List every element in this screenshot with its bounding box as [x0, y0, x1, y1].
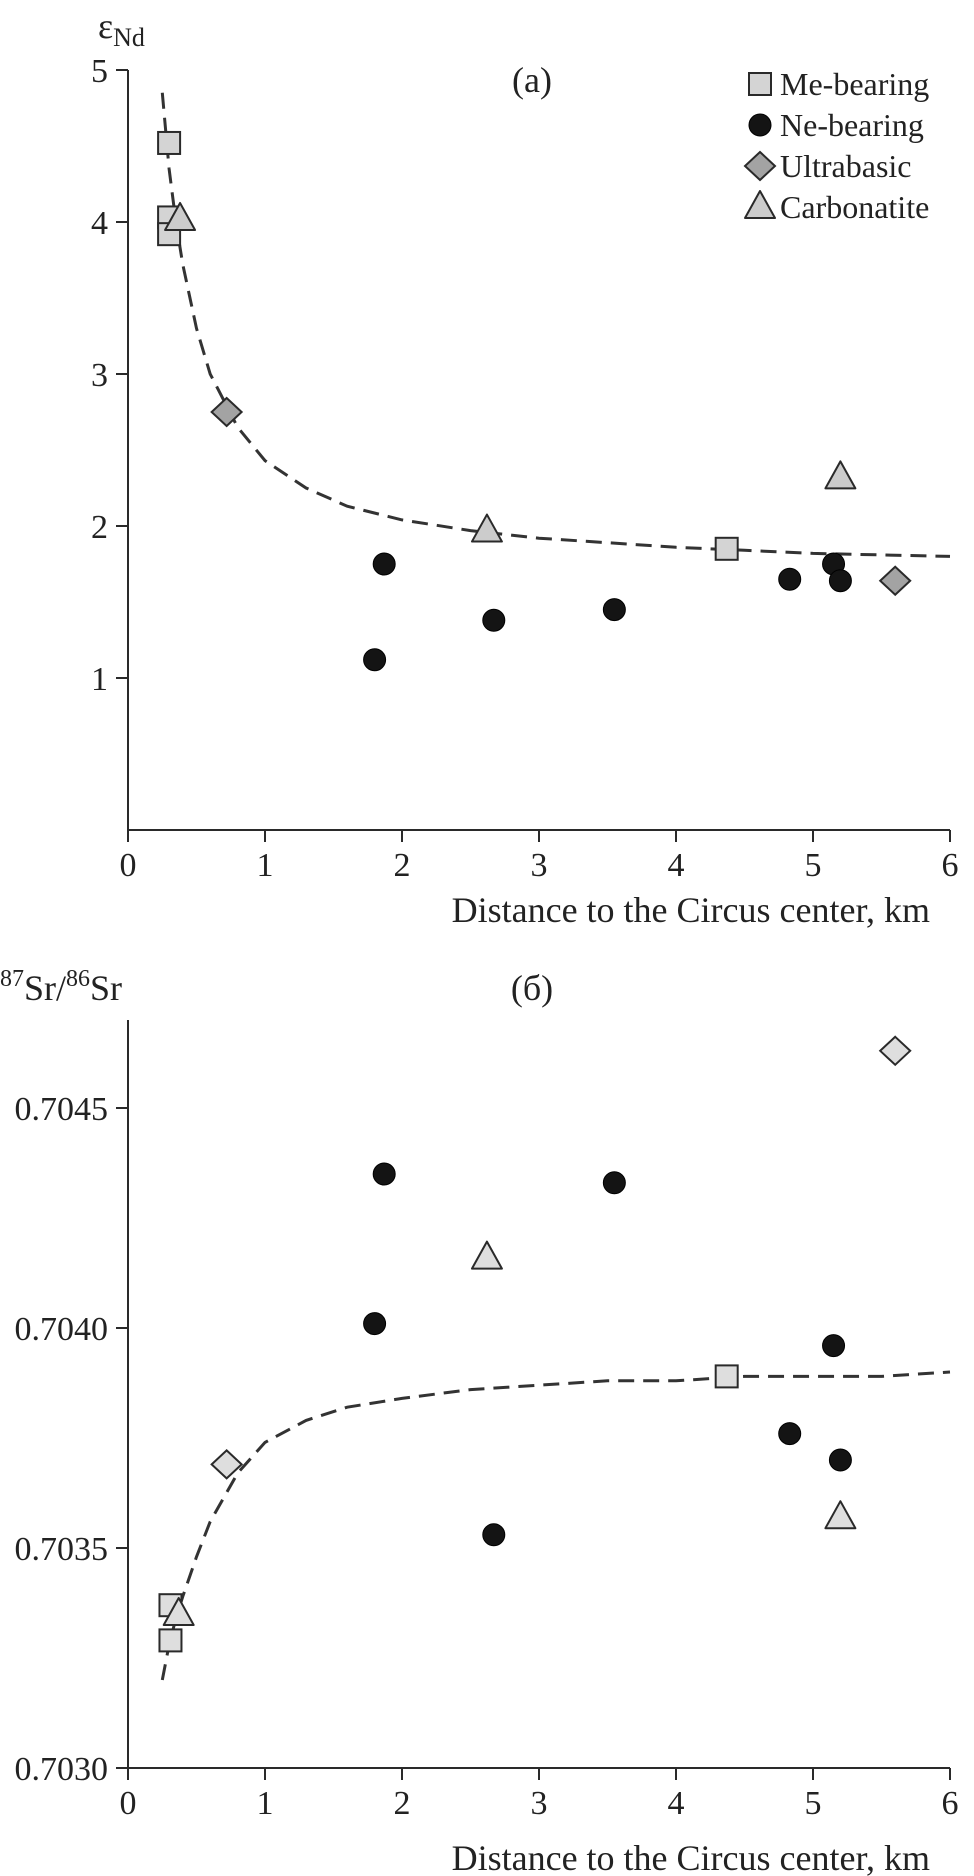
legend-label: Me-bearing	[780, 66, 929, 102]
panel-b-axes: 0 1 2 3 4 5 6 0.7030 0.7035 0.7040 0.7045	[15, 1020, 959, 1822]
x-tick-label: 1	[257, 1785, 274, 1822]
ne-bearing-point	[482, 1523, 506, 1547]
me-bearing-point	[158, 1628, 183, 1653]
legend-triangle-icon	[744, 190, 776, 219]
trend-line	[160, 92, 951, 558]
y-tick-label: 0.7040	[15, 1311, 109, 1348]
ultrabasic-point	[210, 396, 244, 428]
legend-label: Ne-bearing	[780, 107, 924, 143]
panel-a-eNd: 0 1 2 3 4 5 6 1 2 3 4 5 (a) εNd Distance to the Cir…	[91, 6, 959, 930]
x-tick-label: 6	[942, 847, 959, 884]
panel-a-trend-group	[160, 92, 951, 558]
ne-bearing-point	[828, 1448, 852, 1472]
carbonatite-point	[164, 201, 197, 231]
carbonatite-point	[162, 1597, 195, 1626]
ultrabasic-point	[878, 1035, 912, 1067]
ne-bearing-point	[602, 598, 626, 622]
carbonatite-point	[824, 1500, 857, 1530]
legend-diamond-icon	[743, 150, 777, 182]
ne-bearing-point	[363, 1312, 387, 1336]
panel-b-x-axis-title: Distance to the Circus center, km	[452, 1838, 930, 1876]
x-tick-label: 6	[942, 1785, 959, 1822]
legend: Me-bearing Ne-bearing Ultrabasic Carbonatit…	[743, 66, 929, 225]
x-tick-label: 5	[805, 847, 822, 884]
legend-label: Ultrabasic	[780, 148, 912, 184]
panel-a-axes: 0 1 2 3 4 5 6 1 2 3 4 5	[91, 53, 959, 884]
trend-line	[160, 1370, 951, 1681]
ultrabasic-point	[210, 1449, 244, 1480]
x-tick-label: 0	[120, 1785, 137, 1822]
panel-b-sr: 0 1 2 3 4 5 6 0.7030 0.7035 0.7040 0.7045 (б) 87Sr…	[0, 966, 959, 1876]
y-tick-label: 3	[91, 357, 108, 394]
y-tick-label: 5	[91, 53, 108, 90]
me-bearing-point	[714, 536, 739, 561]
me-bearing-point	[714, 1364, 739, 1389]
x-tick-label: 4	[668, 1785, 685, 1822]
y-tick-label: 1	[91, 661, 108, 698]
ne-bearing-point	[363, 648, 387, 672]
y-tick-label: 0.7045	[15, 1091, 109, 1128]
x-tick-label: 5	[805, 1785, 822, 1822]
y-tick-label: 0.7035	[15, 1531, 109, 1568]
legend-label: Carbonatite	[780, 189, 929, 225]
y-tick-label: 0.7030	[15, 1751, 109, 1788]
ne-bearing-point	[828, 569, 852, 593]
x-tick-label: 2	[394, 847, 411, 884]
y-tick-label: 2	[91, 509, 108, 546]
ne-bearing-point	[822, 1334, 846, 1358]
ne-bearing-point	[372, 1162, 396, 1186]
carbonatite-point	[470, 513, 503, 543]
panel-a-y-axis-title: εNd	[98, 6, 145, 52]
x-tick-label: 0	[120, 847, 137, 884]
carbonatite-point	[470, 1240, 503, 1270]
panel-b-y-axis-title: 87Sr/86Sr	[0, 966, 122, 1008]
panel-b-label: (б)	[511, 968, 553, 1008]
ne-bearing-point	[372, 552, 396, 576]
legend-square-icon	[748, 72, 772, 96]
x-tick-label: 3	[531, 1785, 548, 1822]
panel-a-points-group	[157, 130, 912, 672]
legend-circle-icon	[748, 113, 772, 137]
ne-bearing-point	[778, 567, 802, 591]
y-tick-label: 4	[91, 205, 108, 242]
x-tick-label: 1	[257, 847, 274, 884]
ne-bearing-point	[602, 1171, 626, 1195]
panel-a-x-axis-title: Distance to the Circus center, km	[452, 890, 930, 930]
x-tick-label: 2	[394, 1785, 411, 1822]
ne-bearing-point	[482, 608, 506, 632]
carbonatite-point	[824, 460, 857, 490]
x-tick-label: 4	[668, 847, 685, 884]
x-tick-label: 3	[531, 847, 548, 884]
me-bearing-point	[157, 130, 182, 155]
ne-bearing-point	[778, 1422, 802, 1446]
panel-a-label: (a)	[512, 60, 552, 100]
panel-b-points-group	[158, 1035, 912, 1653]
panel-b-trend-group	[160, 1370, 951, 1681]
ultrabasic-point	[878, 565, 912, 597]
